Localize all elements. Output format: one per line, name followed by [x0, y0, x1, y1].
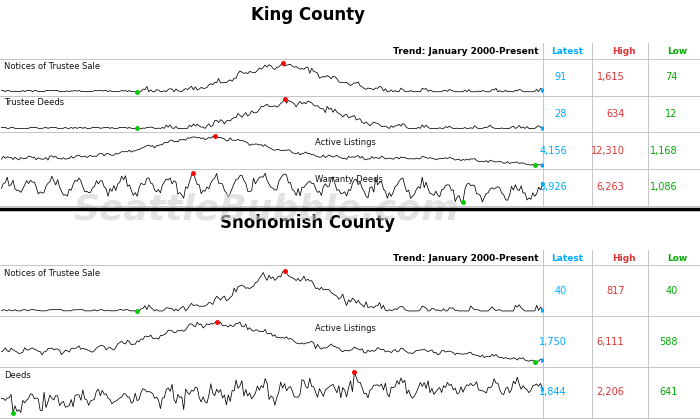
Text: 12,310: 12,310	[591, 146, 624, 156]
Text: Active Listings: Active Listings	[315, 324, 376, 333]
Text: 28: 28	[554, 109, 567, 119]
Text: 74: 74	[665, 72, 678, 82]
Text: Trend: January 2000-Present: Trend: January 2000-Present	[393, 47, 539, 56]
Text: 91: 91	[554, 72, 567, 82]
Text: SeattleBubble.com: SeattleBubble.com	[73, 193, 459, 227]
Text: 641: 641	[659, 388, 678, 397]
Text: 6,263: 6,263	[596, 182, 624, 192]
Text: Active Listings: Active Listings	[315, 138, 376, 147]
Text: High: High	[612, 47, 636, 56]
Text: Low: Low	[668, 47, 687, 56]
Text: 1,615: 1,615	[596, 72, 624, 82]
Text: Latest: Latest	[551, 47, 583, 56]
Text: 1,844: 1,844	[540, 388, 567, 397]
Text: 4,156: 4,156	[539, 146, 567, 156]
Text: 3,926: 3,926	[539, 182, 567, 192]
Text: 588: 588	[659, 337, 678, 346]
Text: 2,206: 2,206	[596, 388, 624, 397]
Text: 1,168: 1,168	[650, 146, 678, 156]
Text: Low: Low	[668, 254, 687, 263]
Text: 634: 634	[606, 109, 624, 119]
Text: 6,111: 6,111	[597, 337, 624, 346]
Text: Notices of Trustee Sale: Notices of Trustee Sale	[4, 62, 100, 71]
Text: 1,750: 1,750	[539, 337, 567, 346]
Text: High: High	[612, 254, 636, 263]
Text: Snohomish County: Snohomish County	[220, 215, 396, 232]
Text: Latest: Latest	[551, 254, 583, 263]
Text: 817: 817	[606, 286, 624, 296]
Text: 1,086: 1,086	[650, 182, 678, 192]
Text: Trustee Deeds: Trustee Deeds	[4, 98, 64, 108]
Text: King County: King County	[251, 6, 365, 24]
Text: Deeds: Deeds	[4, 371, 31, 380]
Text: 40: 40	[665, 286, 678, 296]
Text: 12: 12	[665, 109, 678, 119]
Text: Trend: January 2000-Present: Trend: January 2000-Present	[393, 254, 539, 263]
Text: 40: 40	[554, 286, 567, 296]
Text: Warranty Deeds: Warranty Deeds	[315, 175, 383, 184]
Text: Notices of Trustee Sale: Notices of Trustee Sale	[4, 269, 100, 278]
